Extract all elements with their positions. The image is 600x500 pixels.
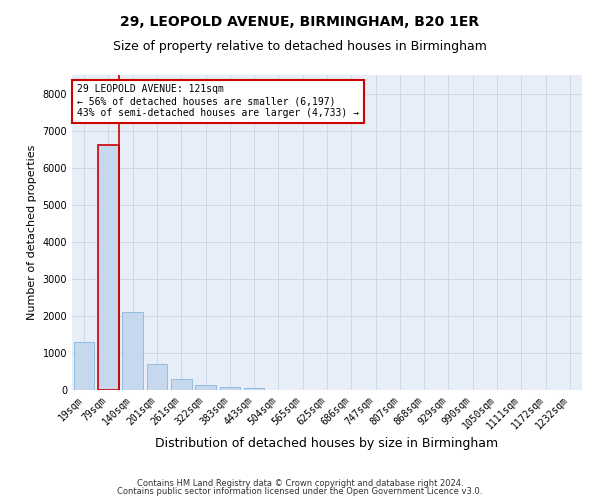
Y-axis label: Number of detached properties: Number of detached properties bbox=[27, 145, 37, 320]
Text: Size of property relative to detached houses in Birmingham: Size of property relative to detached ho… bbox=[113, 40, 487, 53]
Text: 29 LEOPOLD AVENUE: 121sqm
← 56% of detached houses are smaller (6,197)
43% of se: 29 LEOPOLD AVENUE: 121sqm ← 56% of detac… bbox=[77, 84, 359, 117]
Bar bbox=[171, 379, 191, 390]
Text: 29, LEOPOLD AVENUE, BIRMINGHAM, B20 1ER: 29, LEOPOLD AVENUE, BIRMINGHAM, B20 1ER bbox=[121, 15, 479, 29]
Text: Contains public sector information licensed under the Open Government Licence v3: Contains public sector information licen… bbox=[118, 487, 482, 496]
Bar bbox=[220, 387, 240, 390]
Bar bbox=[195, 385, 216, 390]
Bar bbox=[146, 364, 167, 390]
Text: Contains HM Land Registry data © Crown copyright and database right 2024.: Contains HM Land Registry data © Crown c… bbox=[137, 478, 463, 488]
Bar bbox=[98, 146, 119, 390]
Bar bbox=[74, 342, 94, 390]
Bar bbox=[122, 312, 143, 390]
Bar bbox=[244, 388, 265, 390]
X-axis label: Distribution of detached houses by size in Birmingham: Distribution of detached houses by size … bbox=[155, 436, 499, 450]
